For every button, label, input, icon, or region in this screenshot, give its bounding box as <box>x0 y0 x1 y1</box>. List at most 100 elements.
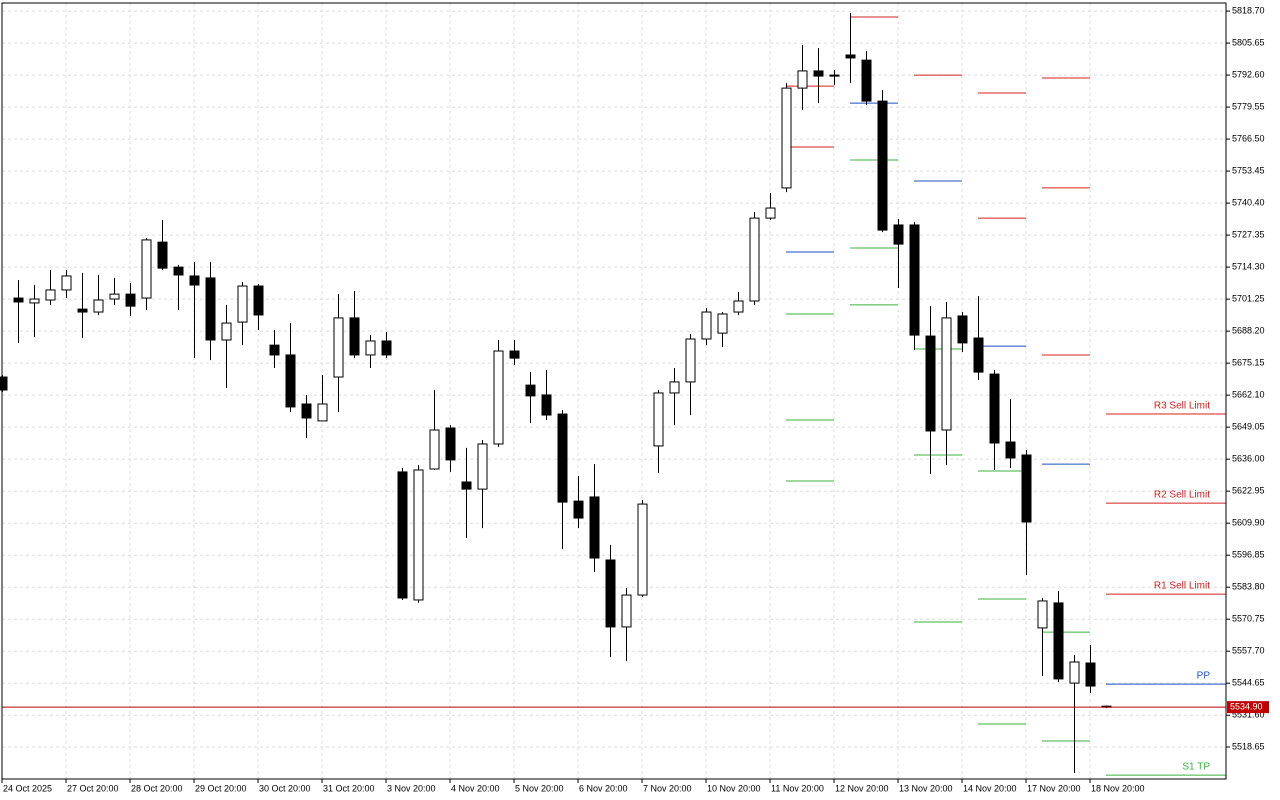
candle-body <box>525 384 536 397</box>
y-tick-label: 5714.30 <box>1232 262 1265 272</box>
plot-frame <box>1 2 1227 780</box>
x-tick-label: 3 Nov 20:00 <box>387 783 436 793</box>
y-tick-label: 5818.70 <box>1232 5 1265 15</box>
y-tick-label: 5544.65 <box>1232 678 1265 688</box>
candle-body <box>0 376 8 391</box>
candle-body <box>557 413 568 503</box>
y-tick-label: 5766.50 <box>1232 133 1265 143</box>
candle-body <box>397 471 408 599</box>
candle-body <box>925 335 936 432</box>
x-tick-label: 10 Nov 20:00 <box>707 783 761 793</box>
candle-body <box>173 266 184 276</box>
candle-body <box>605 559 616 628</box>
candle-body <box>1021 454 1032 523</box>
y-tick-label: 5570.75 <box>1232 614 1265 624</box>
y-tick-label: 5688.20 <box>1232 326 1265 336</box>
candle-body <box>509 350 520 359</box>
candle-body <box>989 373 1000 444</box>
x-tick-label: 13 Nov 20:00 <box>899 783 953 793</box>
y-tick-label: 5727.35 <box>1232 230 1265 240</box>
y-tick-label: 5779.55 <box>1232 101 1265 111</box>
candle-body <box>717 313 728 334</box>
candle-body <box>957 315 968 344</box>
candle-body <box>877 100 888 231</box>
candle-body <box>205 277 216 341</box>
candle-body <box>1085 662 1096 687</box>
y-tick-label: 5636.00 <box>1232 454 1265 464</box>
candle-body <box>861 59 872 102</box>
candle-body <box>909 224 920 336</box>
x-tick-label: 29 Oct 20:00 <box>195 783 247 793</box>
grid <box>2 3 1226 779</box>
axes: 5818.70 5805.65 5792.60 5779.55 5766.50 5753.… <box>1 5 1269 793</box>
candle-body <box>381 340 392 356</box>
y-tick-label: 5675.15 <box>1232 358 1265 368</box>
candle-body <box>445 427 456 461</box>
candle-body <box>269 344 280 356</box>
candle-body <box>541 394 552 416</box>
candle-body <box>813 70 824 77</box>
candle-body <box>1005 441 1016 459</box>
x-tick-label: 6 Nov 20:00 <box>579 783 628 793</box>
candle-body <box>317 403 328 422</box>
candle-body <box>29 298 40 304</box>
candle-body <box>653 392 664 447</box>
pivot-levels: R3 Sell Limit R2 Sell Limit R1 Sell Limit P… <box>786 16 1226 776</box>
candle-body <box>829 74 840 77</box>
candle-body <box>61 275 72 291</box>
candle-body <box>429 429 440 470</box>
candle-body <box>621 594 632 628</box>
candle-body <box>221 322 232 341</box>
candles <box>0 13 1112 774</box>
candle-body <box>845 54 856 59</box>
x-tick-label: 7 Nov 20:00 <box>643 783 692 793</box>
x-tick-label: 5 Nov 20:00 <box>515 783 564 793</box>
y-tick-label: 5753.45 <box>1232 166 1265 176</box>
y-tick-label: 5583.80 <box>1232 582 1265 592</box>
candle-body <box>157 241 168 269</box>
candle-body <box>669 381 680 394</box>
candle-body <box>941 317 952 431</box>
current-level-label: R1 Sell Limit <box>1154 581 1210 592</box>
candle-body <box>973 337 984 373</box>
candle-body <box>637 503 648 596</box>
candle-body <box>349 317 360 356</box>
candle-body <box>781 87 792 189</box>
candle-body <box>461 481 472 490</box>
y-tick-label: 5518.65 <box>1232 741 1265 751</box>
x-tick-label: 17 Nov 20:00 <box>1027 783 1081 793</box>
candle-body <box>477 443 488 490</box>
candle-body <box>493 350 504 445</box>
current-level-label: R2 Sell Limit <box>1154 490 1210 501</box>
x-tick-label: 24 Oct 2025 <box>3 783 52 793</box>
current-level-label: R3 Sell Limit <box>1154 401 1210 412</box>
candle-body <box>301 403 312 419</box>
candle-body <box>1069 661 1080 684</box>
candle-body <box>141 239 152 299</box>
candle-body <box>77 308 88 313</box>
candle-body <box>749 217 760 302</box>
x-tick-label: 14 Nov 20:00 <box>963 783 1017 793</box>
x-tick-label: 12 Nov 20:00 <box>835 783 889 793</box>
candle-body <box>45 289 56 301</box>
last-price-label: 5534.90 <box>1230 702 1263 712</box>
y-tick-label: 5792.60 <box>1232 69 1265 79</box>
candle-body <box>765 207 776 219</box>
x-tick-label: 4 Nov 20:00 <box>451 783 500 793</box>
current-level-label: S1 TP <box>1182 762 1210 773</box>
y-tick-label: 5531.60 <box>1232 710 1265 720</box>
y-tick-label: 5557.70 <box>1232 646 1265 656</box>
y-tick-label: 5701.25 <box>1232 294 1265 304</box>
x-tick-label: 18 Nov 20:00 <box>1091 783 1145 793</box>
candle-body <box>701 311 712 340</box>
candle-body <box>413 469 424 601</box>
y-tick-label: 5596.85 <box>1232 550 1265 560</box>
x-tick-label: 28 Oct 20:00 <box>131 783 183 793</box>
current-level-label: PP <box>1197 671 1211 682</box>
candle-body <box>365 340 376 356</box>
y-tick-label: 5609.90 <box>1232 518 1265 528</box>
candle-body <box>13 297 24 303</box>
